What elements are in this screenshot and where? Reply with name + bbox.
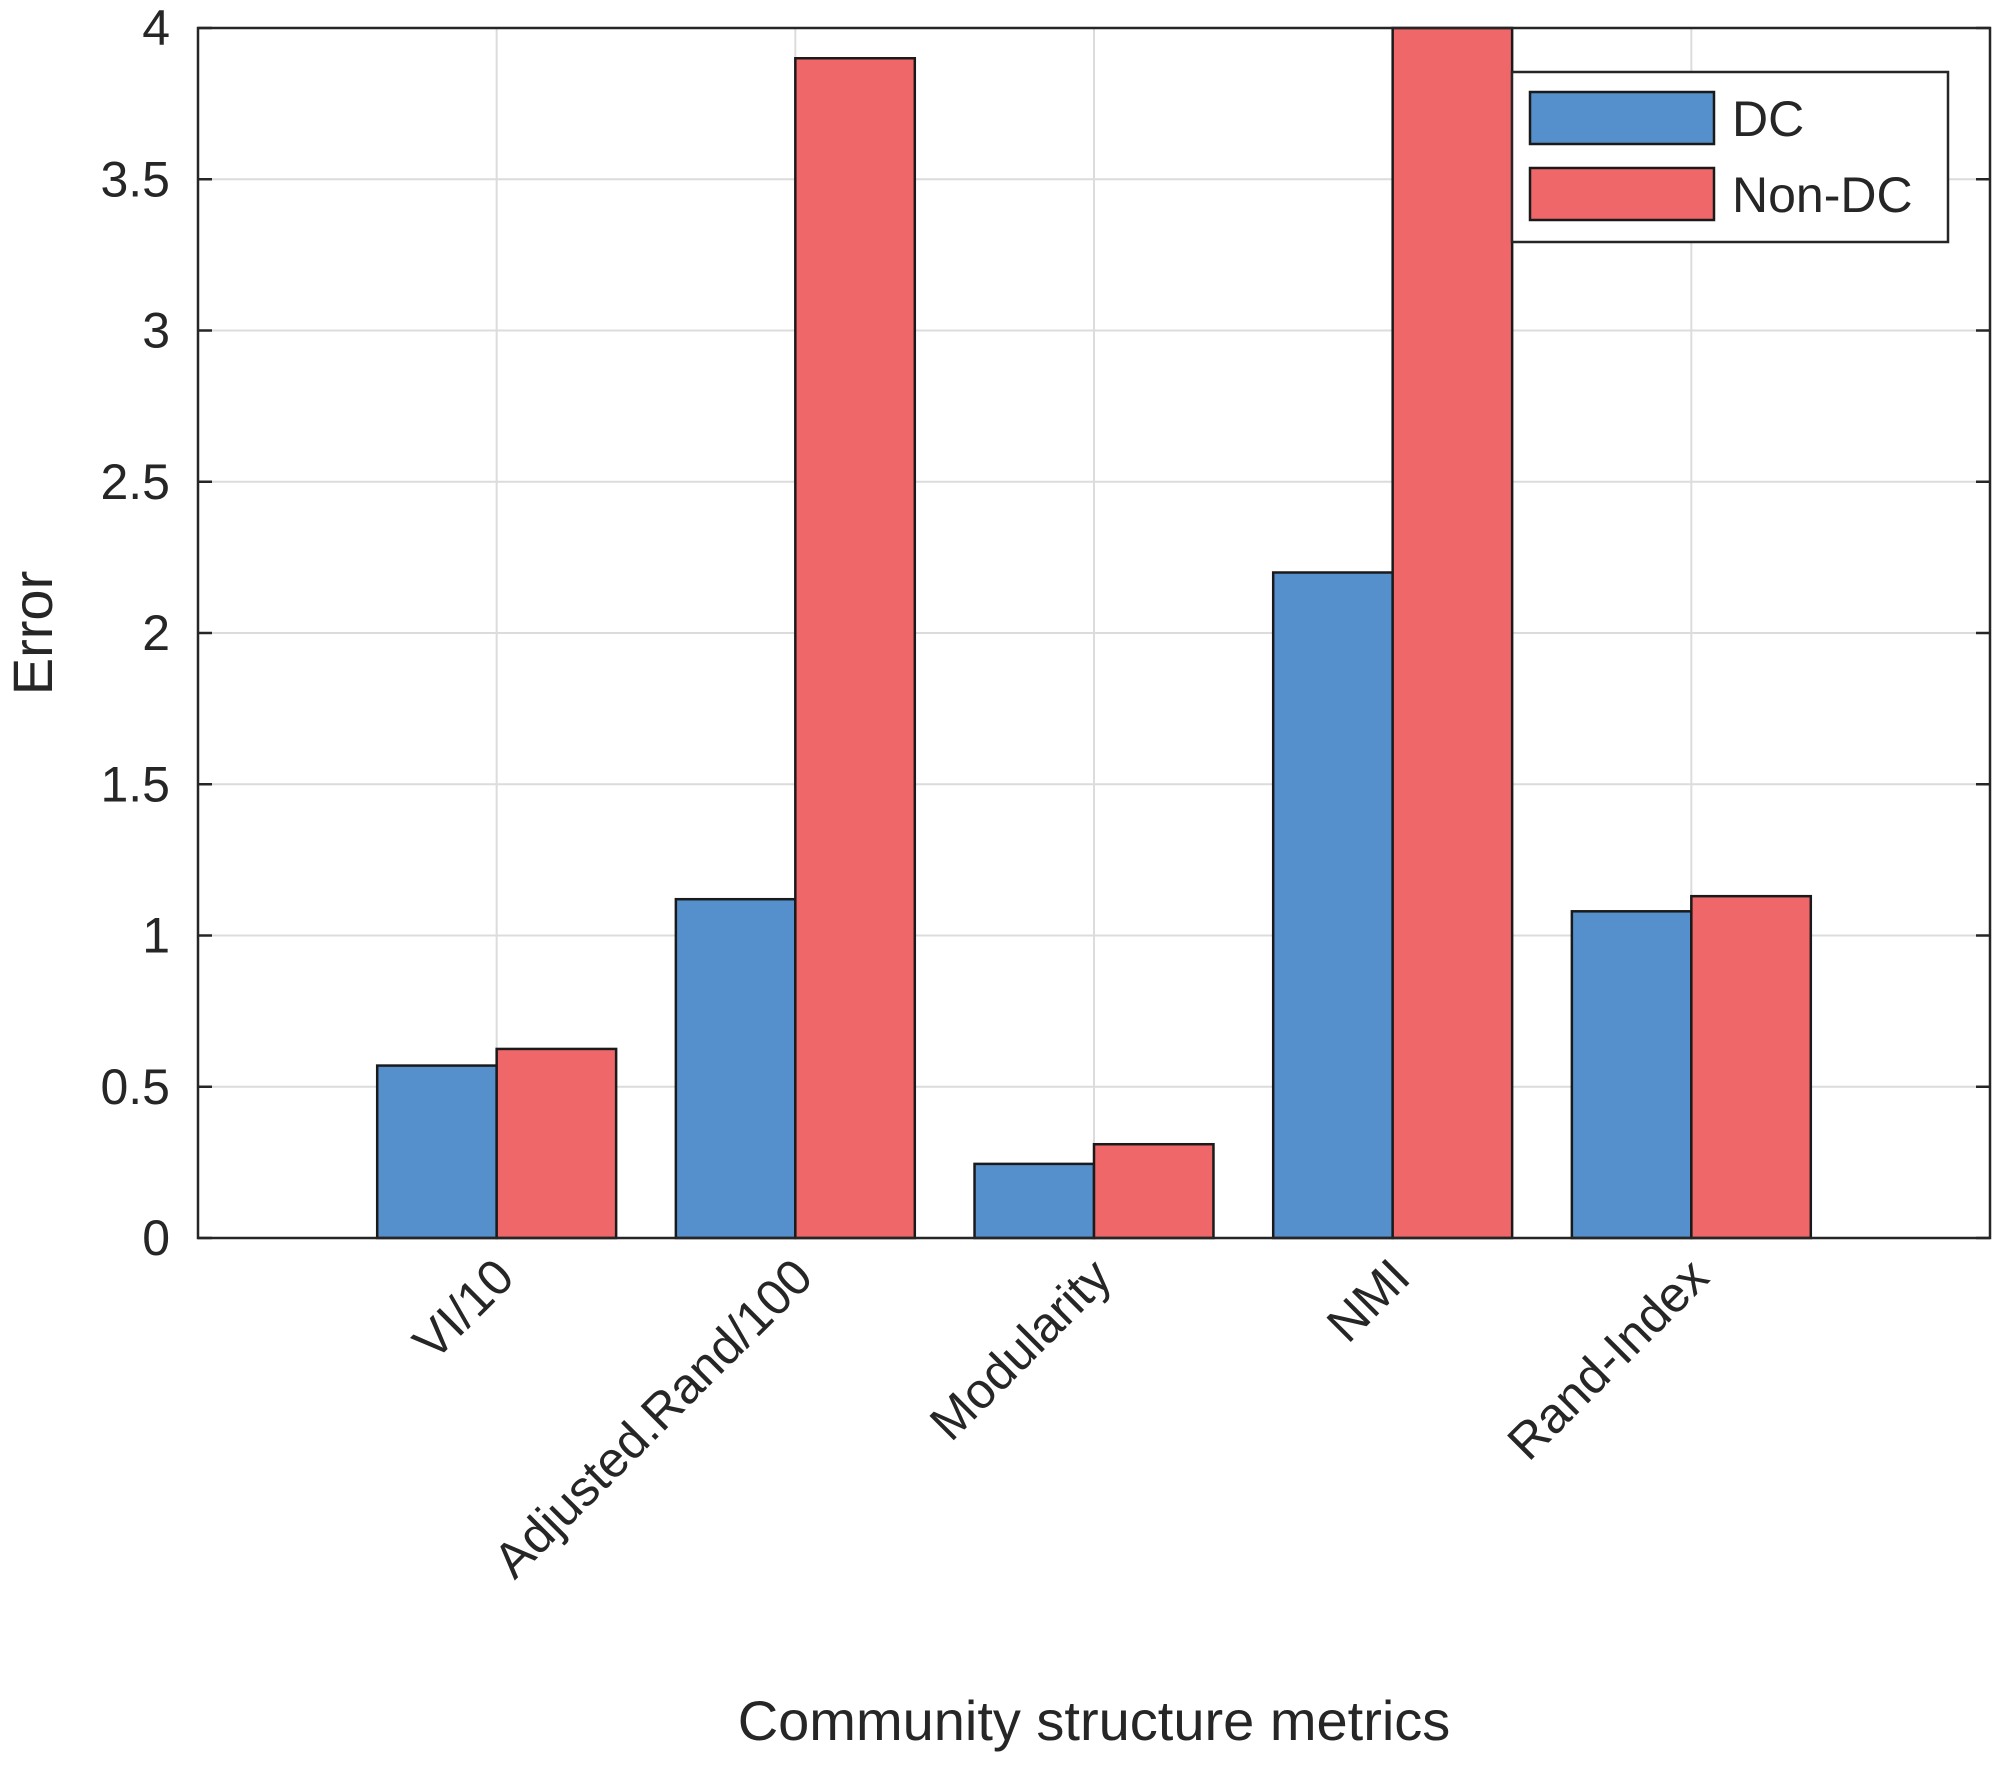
y-tick-label: 4 (142, 0, 170, 56)
y-tick-label: 2 (142, 605, 170, 661)
bar-dc-5 (1570, 910, 1693, 1240)
bar-non-dc-4 (1391, 26, 1514, 1240)
bar-dc-1 (375, 1064, 498, 1240)
y-tick-label: 2.5 (100, 454, 170, 510)
legend-label: DC (1732, 91, 1804, 147)
bar-non-dc-5 (1690, 894, 1813, 1240)
bar-non-dc-3 (1092, 1142, 1215, 1240)
y-tick-label: 0.5 (100, 1059, 170, 1115)
x-category-label: NMI (1316, 1248, 1420, 1352)
legend-swatch (1528, 90, 1716, 146)
legend: DC Non-DC (1510, 70, 1950, 244)
y-tick-label: 1 (142, 908, 170, 964)
x-category-label: Modularity (919, 1248, 1122, 1451)
bar-non-dc-1 (495, 1047, 618, 1240)
y-axis-title: Error (1, 571, 64, 695)
y-tick-label: 0 (142, 1210, 170, 1266)
legend-label: Non-DC (1732, 167, 1913, 223)
bar-dc-2 (674, 897, 797, 1240)
y-tick-label: 3.5 (100, 151, 170, 207)
x-category-label: Adjusted.Rand/100 (483, 1248, 823, 1588)
y-tick-label: 1.5 (100, 756, 170, 812)
y-tick-label: 3 (142, 303, 170, 359)
legend-swatch (1528, 166, 1716, 222)
x-axis-title: Community structure metrics (738, 1689, 1451, 1752)
x-category-label: Rand-Index (1497, 1248, 1719, 1470)
bar-dc-4 (1271, 571, 1394, 1240)
bar-non-dc-2 (794, 57, 917, 1240)
bars (375, 26, 1813, 1240)
y-axis-ticks: 0 0.5 1 1.5 2 2.5 3 3.5 4 (100, 0, 1990, 1266)
bar-dc-3 (973, 1162, 1096, 1240)
x-category-label: VI/10 (402, 1248, 524, 1370)
